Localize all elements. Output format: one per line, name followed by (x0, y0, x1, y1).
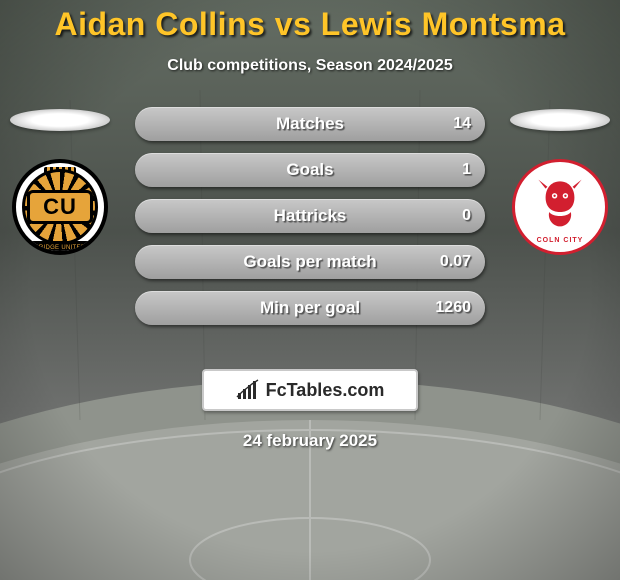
brand-badge[interactable]: FcTables.com (202, 369, 418, 411)
left-team-column: CU BRIDGE UNITED (0, 107, 120, 259)
imp-icon (533, 176, 587, 230)
left-crest-ribbon: BRIDGE UNITED (20, 241, 100, 255)
right-team-crest: COLN CITY (508, 155, 612, 259)
stat-row: Min per goal 1260 (135, 291, 485, 325)
stat-row: Hattricks 0 (135, 199, 485, 233)
comparison-area: CU BRIDGE UNITED (0, 107, 620, 347)
stat-right-value: 1 (462, 153, 471, 187)
stat-right-value: 0 (462, 199, 471, 233)
left-player-placeholder (10, 109, 110, 131)
stat-row: Goals 1 (135, 153, 485, 187)
stat-label: Goals per match (243, 252, 376, 272)
stat-label: Matches (276, 114, 344, 134)
stat-right-value: 0.07 (440, 245, 471, 279)
left-team-crest: CU BRIDGE UNITED (8, 155, 112, 259)
bar-chart-icon (236, 379, 260, 401)
stat-label: Min per goal (260, 298, 360, 318)
stat-row: Matches 14 (135, 107, 485, 141)
brand-text: FcTables.com (266, 380, 385, 401)
page-title: Aidan Collins vs Lewis Montsma (0, 0, 620, 43)
title-text: Aidan Collins vs Lewis Montsma (54, 6, 565, 42)
stat-right-value: 1260 (435, 291, 471, 325)
left-crest-code: CU (27, 190, 93, 224)
stat-row: Goals per match 0.07 (135, 245, 485, 279)
stat-label: Goals (286, 160, 333, 180)
right-team-column: COLN CITY (500, 107, 620, 259)
h2h-card: Aidan Collins vs Lewis Montsma Club comp… (0, 0, 620, 580)
stat-right-value: 14 (453, 107, 471, 141)
right-player-placeholder (510, 109, 610, 131)
subtitle: Club competitions, Season 2024/2025 (0, 57, 620, 75)
date-text: 24 february 2025 (0, 431, 620, 451)
stats-list: Matches 14 Goals 1 Hattricks 0 Goals per match… (135, 107, 485, 325)
right-crest-ribbon: COLN CITY (522, 234, 598, 248)
stat-label: Hattricks (274, 206, 347, 226)
